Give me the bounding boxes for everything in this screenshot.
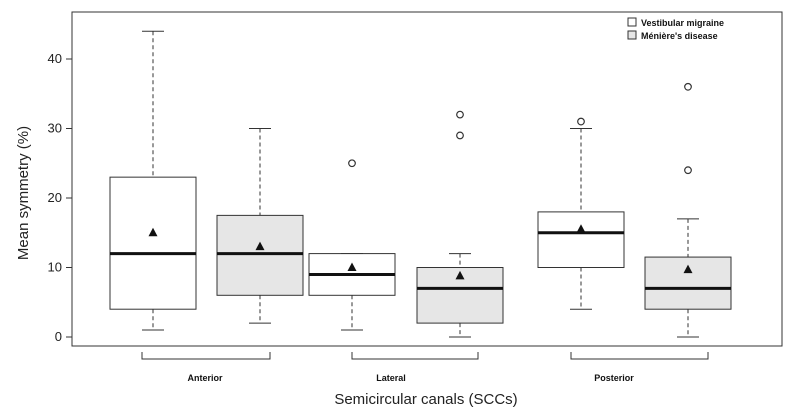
outlier-point	[577, 117, 585, 126]
mean-marker	[576, 224, 586, 233]
category-label: Anterior	[187, 373, 223, 383]
x-axis-title: Semicircular canals (SCCs)	[334, 391, 517, 408]
category-bracket	[351, 352, 479, 360]
category-bracket	[141, 352, 271, 360]
legend-label: Ménière's disease	[641, 31, 718, 41]
legend: Vestibular migraine Ménière's disease	[627, 17, 724, 41]
box-group	[644, 82, 732, 338]
box-group	[416, 110, 504, 338]
outlier-point	[348, 159, 356, 168]
legend-label: Vestibular migraine	[641, 18, 724, 28]
y-tick-label: 0	[55, 329, 62, 344]
iqr-box	[109, 176, 197, 310]
mean-marker	[148, 227, 158, 237]
category-label: Lateral	[376, 373, 406, 383]
mean-marker	[683, 264, 693, 274]
y-tick-label: 40	[48, 51, 62, 66]
outlier-point	[456, 131, 464, 140]
y-axis-title: Mean symmetry (%)	[15, 126, 32, 260]
outlier-point	[684, 166, 692, 175]
plot-frame	[71, 11, 783, 347]
legend-swatch	[627, 17, 637, 27]
iqr-box	[216, 214, 304, 296]
box-group	[109, 30, 197, 331]
mean-marker	[455, 270, 465, 280]
mean-marker	[255, 241, 265, 251]
outlier-point	[684, 82, 692, 91]
box-group	[308, 159, 396, 331]
y-tick-label: 20	[48, 190, 62, 205]
y-tick-label: 10	[48, 260, 62, 275]
box-group	[216, 128, 304, 324]
legend-swatch	[627, 30, 637, 40]
category-bracket	[570, 352, 709, 360]
mean-marker	[347, 262, 357, 271]
category-label: Posterior	[594, 373, 634, 383]
iqr-box	[537, 211, 625, 268]
outlier-point	[456, 110, 464, 119]
y-tick-label: 30	[48, 121, 62, 136]
box-group	[537, 117, 625, 310]
